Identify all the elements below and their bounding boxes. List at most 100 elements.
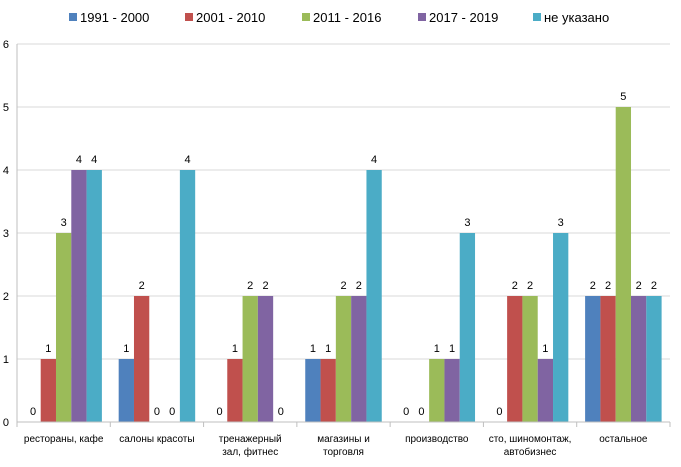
bar	[242, 296, 258, 422]
legend-label: 2017 - 2019	[429, 10, 498, 25]
data-label: 2	[651, 280, 657, 292]
bar	[351, 296, 367, 422]
data-label: 2	[262, 280, 268, 292]
bar	[227, 359, 243, 422]
data-label: 1	[325, 343, 331, 355]
bar	[553, 233, 569, 422]
bar	[305, 359, 321, 422]
bar	[615, 107, 632, 422]
data-label: 2	[636, 280, 642, 292]
category-label-line: сто, шиномонтаж,	[489, 434, 572, 445]
bar	[86, 170, 102, 422]
data-label: 1	[232, 343, 238, 355]
bar	[600, 296, 616, 422]
data-label: 4	[91, 154, 97, 166]
bar	[257, 296, 274, 422]
x-axis: рестораны, кафе салоны красоты тренажерный…	[16, 421, 671, 458]
data-label: 2	[590, 280, 596, 292]
category-label: магазины и торговля	[317, 434, 370, 458]
data-label: 0	[30, 406, 36, 418]
data-label: 2	[247, 280, 253, 292]
bar	[444, 359, 460, 422]
data-label: 1	[434, 343, 440, 355]
y-tick-label: 2	[3, 291, 9, 303]
data-label: 1	[449, 343, 455, 355]
data-label: 0	[403, 406, 409, 418]
bar	[537, 359, 554, 422]
bar	[55, 233, 72, 422]
category-label-line: остальное	[599, 434, 648, 445]
legend-swatch	[69, 13, 77, 21]
y-tick-label: 0	[3, 417, 9, 429]
bar	[585, 296, 601, 422]
bar	[118, 359, 134, 422]
data-label: 0	[496, 406, 502, 418]
bar	[507, 296, 523, 422]
y-tick-label: 6	[3, 39, 9, 51]
category-label-line: рестораны, кафе	[24, 433, 104, 445]
data-label: 0	[278, 406, 284, 418]
legend-swatch	[302, 13, 310, 21]
bar	[646, 296, 662, 422]
bar	[335, 296, 352, 422]
data-label: 1	[123, 343, 129, 355]
data-label: 3	[558, 217, 564, 229]
category-label-line: производство	[405, 434, 469, 445]
bar	[133, 296, 150, 422]
data-label: 2	[340, 280, 346, 292]
category-label: остальное	[599, 434, 648, 445]
data-label: 2	[527, 280, 533, 292]
legend: 1991 - 2000 2001 - 2010 2011 - 2016 2017 - …	[69, 10, 609, 25]
bars	[40, 107, 662, 422]
data-label: 0	[169, 406, 175, 418]
data-label: 2	[605, 280, 611, 292]
data-label: 4	[371, 154, 377, 166]
bar	[459, 233, 476, 422]
category-label-line: магазины и	[317, 434, 370, 445]
data-label: 2	[139, 280, 145, 292]
category-label-line: тренажерный	[219, 434, 282, 445]
category-label-line: зал, фитнес	[222, 446, 278, 458]
data-label: 2	[356, 280, 362, 292]
data-label: 2	[512, 280, 518, 292]
y-tick-label: 4	[3, 165, 9, 177]
legend-swatch	[418, 13, 426, 21]
data-label: 1	[45, 343, 51, 355]
bar	[429, 359, 445, 422]
data-label: 5	[620, 91, 626, 103]
category-label-line: торговля	[323, 447, 364, 458]
category-label: тренажерный зал, фитнес	[219, 434, 282, 458]
data-label: 1	[542, 343, 548, 355]
legend-swatch	[533, 13, 541, 21]
category-label: салоны красоты	[119, 434, 194, 445]
y-axis: 0 1 2 3 4 5 6	[3, 39, 18, 429]
category-label: сто, шиномонтаж, автобизнес	[489, 434, 572, 458]
data-label: 1	[310, 343, 316, 355]
legend-label: не указано	[544, 10, 609, 25]
bar	[71, 170, 87, 422]
bar	[631, 296, 647, 422]
bar	[179, 170, 196, 422]
legend-label: 1991 - 2000	[80, 10, 149, 25]
category-label: производство	[405, 434, 469, 445]
category-label-line: салоны красоты	[119, 434, 194, 445]
category-label: рестораны, кафе	[24, 433, 104, 445]
y-tick-label: 5	[3, 102, 9, 114]
legend-label: 2001 - 2010	[196, 10, 265, 25]
data-label: 4	[184, 154, 190, 166]
legend-label: 2011 - 2016	[313, 10, 381, 25]
bar	[366, 170, 382, 422]
data-label: 0	[217, 406, 223, 418]
y-tick-label: 3	[3, 228, 9, 240]
data-label: 4	[76, 154, 82, 166]
category-label-line: автобизнес	[504, 446, 557, 458]
data-label: 3	[61, 217, 67, 229]
data-label: 0	[154, 406, 160, 418]
bar	[320, 359, 336, 422]
bar	[522, 296, 538, 422]
y-tick-label: 1	[3, 354, 9, 366]
bar	[40, 359, 56, 422]
legend-swatch	[185, 13, 193, 21]
